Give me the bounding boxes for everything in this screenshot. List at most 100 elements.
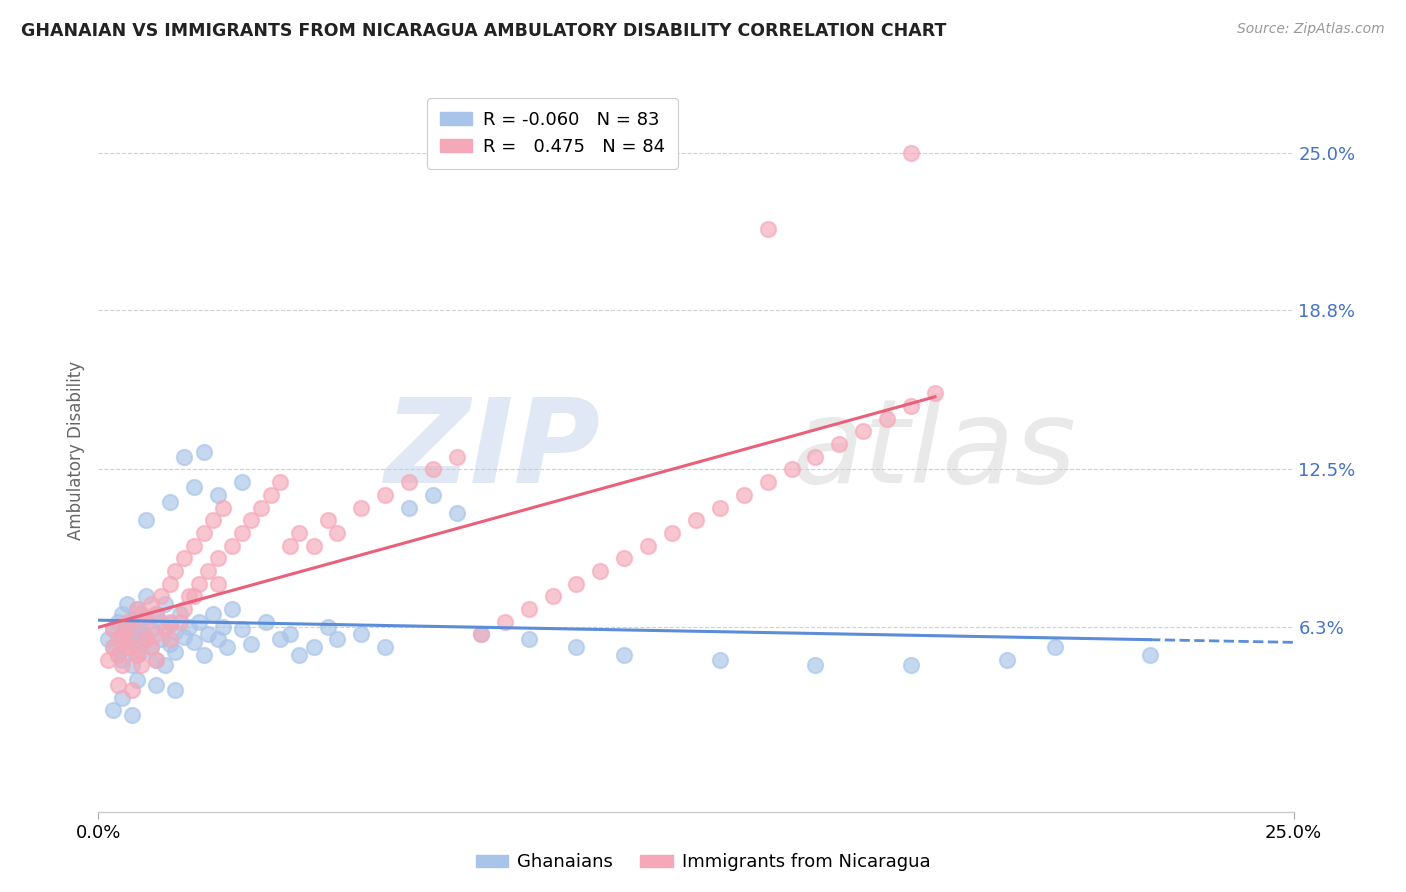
Point: [995, 652, 1018, 666]
Point: [187, 576, 209, 591]
Point: [470, 627, 492, 641]
Point: [159, 637, 181, 651]
Point: [121, 622, 143, 636]
Point: [111, 690, 134, 705]
Point: [135, 630, 157, 644]
Point: [115, 635, 138, 649]
Point: [121, 708, 143, 723]
Point: [107, 632, 129, 647]
Point: [202, 513, 225, 527]
Point: [145, 652, 167, 666]
Point: [183, 539, 205, 553]
Point: [422, 488, 444, 502]
Point: [131, 624, 153, 639]
Point: [207, 551, 229, 566]
Point: [326, 632, 349, 647]
Point: [145, 652, 167, 666]
Point: [565, 640, 588, 654]
Point: [111, 627, 134, 641]
Point: [101, 703, 124, 717]
Point: [125, 648, 148, 662]
Point: [163, 564, 186, 578]
Point: [121, 657, 143, 672]
Point: [852, 425, 875, 439]
Point: [115, 640, 138, 654]
Point: [159, 617, 181, 632]
Point: [159, 632, 181, 647]
Point: [115, 615, 138, 629]
Point: [269, 475, 291, 490]
Point: [924, 386, 946, 401]
Point: [221, 539, 243, 553]
Point: [115, 620, 138, 634]
Point: [111, 627, 134, 641]
Text: atlas: atlas: [792, 393, 1077, 508]
Point: [709, 500, 731, 515]
Point: [350, 627, 373, 641]
Point: [159, 495, 181, 509]
Point: [163, 683, 186, 698]
Point: [398, 475, 420, 490]
Point: [193, 444, 215, 458]
Point: [828, 437, 851, 451]
Point: [131, 645, 153, 659]
Point: [250, 500, 273, 515]
Point: [149, 589, 172, 603]
Point: [101, 622, 124, 636]
Point: [135, 632, 157, 647]
Point: [900, 399, 922, 413]
Point: [111, 652, 134, 666]
Point: [900, 657, 922, 672]
Point: [876, 411, 898, 425]
Legend: R = -0.060   N = 83, R =   0.475   N = 84: R = -0.060 N = 83, R = 0.475 N = 84: [427, 98, 678, 169]
Point: [565, 576, 588, 591]
Point: [121, 630, 143, 644]
Point: [202, 607, 225, 621]
Point: [179, 620, 201, 634]
Point: [231, 622, 253, 636]
Point: [685, 513, 707, 527]
Point: [121, 612, 143, 626]
Point: [613, 648, 636, 662]
Point: [107, 615, 129, 629]
Text: ZIP: ZIP: [384, 393, 600, 508]
Point: [211, 500, 233, 515]
Point: [470, 627, 492, 641]
Point: [1043, 640, 1066, 654]
Point: [1139, 648, 1161, 662]
Point: [179, 589, 201, 603]
Point: [163, 645, 186, 659]
Point: [101, 640, 124, 654]
Point: [374, 640, 396, 654]
Point: [163, 624, 186, 639]
Point: [135, 632, 157, 647]
Legend: Ghanaians, Immigrants from Nicaragua: Ghanaians, Immigrants from Nicaragua: [468, 847, 938, 879]
Point: [145, 607, 167, 621]
Point: [302, 640, 325, 654]
Point: [115, 632, 138, 647]
Point: [637, 539, 659, 553]
Point: [169, 607, 191, 621]
Point: [900, 145, 922, 160]
Point: [221, 602, 243, 616]
Point: [398, 500, 420, 515]
Point: [350, 500, 373, 515]
Point: [101, 622, 124, 636]
Point: [135, 513, 157, 527]
Point: [661, 525, 683, 540]
Point: [149, 615, 172, 629]
Point: [517, 632, 540, 647]
Point: [155, 657, 177, 672]
Point: [231, 525, 253, 540]
Point: [135, 609, 157, 624]
Point: [125, 602, 148, 616]
Point: [613, 551, 636, 566]
Point: [804, 450, 827, 464]
Y-axis label: Ambulatory Disability: Ambulatory Disability: [66, 361, 84, 540]
Point: [145, 678, 167, 692]
Point: [278, 539, 301, 553]
Point: [173, 630, 195, 644]
Point: [187, 615, 209, 629]
Point: [115, 597, 138, 611]
Text: GHANAIAN VS IMMIGRANTS FROM NICARAGUA AMBULATORY DISABILITY CORRELATION CHART: GHANAIAN VS IMMIGRANTS FROM NICARAGUA AM…: [21, 22, 946, 40]
